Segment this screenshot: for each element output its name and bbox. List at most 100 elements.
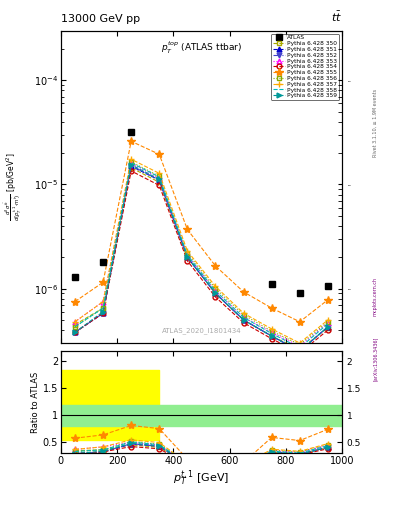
Pythia 6.428 350 <box>101 305 105 311</box>
ATLAS <box>298 290 302 296</box>
Pythia 6.428 359 <box>101 309 105 315</box>
Pythia 6.428 352 <box>298 348 302 354</box>
Pythia 6.428 359 <box>325 324 330 330</box>
Pythia 6.428 356 <box>325 318 330 325</box>
ATLAS <box>101 259 105 265</box>
ATLAS <box>129 129 134 135</box>
Pythia 6.428 354 <box>325 327 330 333</box>
Text: $p_T^{top}$ (ATLAS ttbar): $p_T^{top}$ (ATLAS ttbar) <box>161 40 242 56</box>
Pythia 6.428 356 <box>213 286 218 292</box>
Pythia 6.428 359 <box>269 333 274 339</box>
Pythia 6.428 351 <box>213 290 218 296</box>
Pythia 6.428 350 <box>298 347 302 353</box>
Pythia 6.428 359 <box>298 348 302 354</box>
Pythia 6.428 355 <box>241 289 246 295</box>
Pythia 6.428 358 <box>101 305 105 311</box>
Pythia 6.428 358 <box>298 345 302 351</box>
Pythia 6.428 358 <box>269 330 274 336</box>
Pythia 6.428 354 <box>73 329 77 335</box>
Pythia 6.428 350 <box>185 254 190 260</box>
Text: Rivet 3.1.10, ≥ 1.9M events: Rivet 3.1.10, ≥ 1.9M events <box>373 89 378 157</box>
Pythia 6.428 359 <box>157 176 162 182</box>
Pythia 6.428 355 <box>157 151 162 157</box>
ATLAS <box>325 283 330 289</box>
Pythia 6.428 356 <box>298 342 302 348</box>
Pythia 6.428 350 <box>213 290 218 296</box>
Pythia 6.428 357 <box>298 340 302 346</box>
Pythia 6.428 353 <box>241 314 246 321</box>
Pythia 6.428 358 <box>185 252 190 258</box>
Pythia 6.428 352 <box>101 310 105 316</box>
ATLAS <box>269 281 274 287</box>
Pythia 6.428 359 <box>73 329 77 335</box>
Line: ATLAS: ATLAS <box>72 129 331 296</box>
Pythia 6.428 353 <box>129 160 134 166</box>
Pythia 6.428 354 <box>129 168 134 174</box>
Pythia 6.428 355 <box>298 318 302 325</box>
Pythia 6.428 352 <box>241 317 246 323</box>
Pythia 6.428 356 <box>241 312 246 318</box>
Pythia 6.428 355 <box>269 305 274 311</box>
Pythia 6.428 357 <box>129 156 134 162</box>
Pythia 6.428 351 <box>325 324 330 330</box>
Pythia 6.428 354 <box>213 294 218 300</box>
Text: mcplots.cern.ch: mcplots.cern.ch <box>373 278 378 316</box>
Pythia 6.428 357 <box>269 326 274 332</box>
Text: 13000 GeV pp: 13000 GeV pp <box>61 14 140 25</box>
Pythia 6.428 351 <box>129 163 134 169</box>
Pythia 6.428 352 <box>185 254 190 260</box>
Line: Pythia 6.428 350: Pythia 6.428 350 <box>73 165 330 352</box>
Pythia 6.428 353 <box>157 175 162 181</box>
Line: Pythia 6.428 359: Pythia 6.428 359 <box>73 162 330 354</box>
Text: $t\bar{t}$: $t\bar{t}$ <box>331 10 342 25</box>
Pythia 6.428 357 <box>73 318 77 325</box>
Pythia 6.428 351 <box>241 317 246 323</box>
Pythia 6.428 357 <box>185 248 190 254</box>
Pythia 6.428 350 <box>241 317 246 323</box>
Line: Pythia 6.428 351: Pythia 6.428 351 <box>73 164 330 354</box>
Line: Pythia 6.428 357: Pythia 6.428 357 <box>72 157 331 346</box>
Pythia 6.428 354 <box>241 319 246 326</box>
Pythia 6.428 357 <box>325 317 330 323</box>
Pythia 6.428 352 <box>129 162 134 168</box>
Pythia 6.428 354 <box>269 336 274 342</box>
Pythia 6.428 355 <box>185 226 190 232</box>
Pythia 6.428 353 <box>298 343 302 349</box>
Pythia 6.428 359 <box>129 162 134 168</box>
Y-axis label: Ratio to ATLAS: Ratio to ATLAS <box>31 371 40 433</box>
Pythia 6.428 352 <box>157 177 162 183</box>
Pythia 6.428 353 <box>213 288 218 294</box>
Pythia 6.428 355 <box>325 297 330 303</box>
Line: Pythia 6.428 356: Pythia 6.428 356 <box>73 159 330 347</box>
Pythia 6.428 353 <box>101 298 105 305</box>
Pythia 6.428 351 <box>157 177 162 183</box>
Pythia 6.428 353 <box>185 252 190 258</box>
Text: [arXiv:1306.3436]: [arXiv:1306.3436] <box>373 336 378 380</box>
ATLAS <box>73 274 77 280</box>
Pythia 6.428 359 <box>213 290 218 296</box>
Pythia 6.428 358 <box>325 321 330 327</box>
Pythia 6.428 352 <box>269 333 274 339</box>
Line: Pythia 6.428 352: Pythia 6.428 352 <box>73 163 330 354</box>
Pythia 6.428 350 <box>269 333 274 339</box>
Pythia 6.428 356 <box>101 305 105 311</box>
Text: ATLAS_2020_I1801434: ATLAS_2020_I1801434 <box>162 327 241 334</box>
Pythia 6.428 359 <box>241 317 246 323</box>
Line: Pythia 6.428 355: Pythia 6.428 355 <box>71 137 332 326</box>
Pythia 6.428 355 <box>129 138 134 144</box>
Pythia 6.428 357 <box>213 283 218 289</box>
Pythia 6.428 352 <box>73 329 77 335</box>
Pythia 6.428 357 <box>241 310 246 316</box>
Pythia 6.428 358 <box>213 288 218 294</box>
Pythia 6.428 358 <box>157 174 162 180</box>
Pythia 6.428 350 <box>129 165 134 171</box>
Line: Pythia 6.428 354: Pythia 6.428 354 <box>73 168 330 355</box>
Pythia 6.428 358 <box>73 324 77 330</box>
Line: Pythia 6.428 358: Pythia 6.428 358 <box>75 163 328 348</box>
Pythia 6.428 351 <box>185 254 190 260</box>
Pythia 6.428 353 <box>269 329 274 335</box>
Pythia 6.428 354 <box>101 310 105 316</box>
Pythia 6.428 356 <box>185 250 190 256</box>
Pythia 6.428 354 <box>185 258 190 264</box>
Pythia 6.428 350 <box>157 179 162 185</box>
